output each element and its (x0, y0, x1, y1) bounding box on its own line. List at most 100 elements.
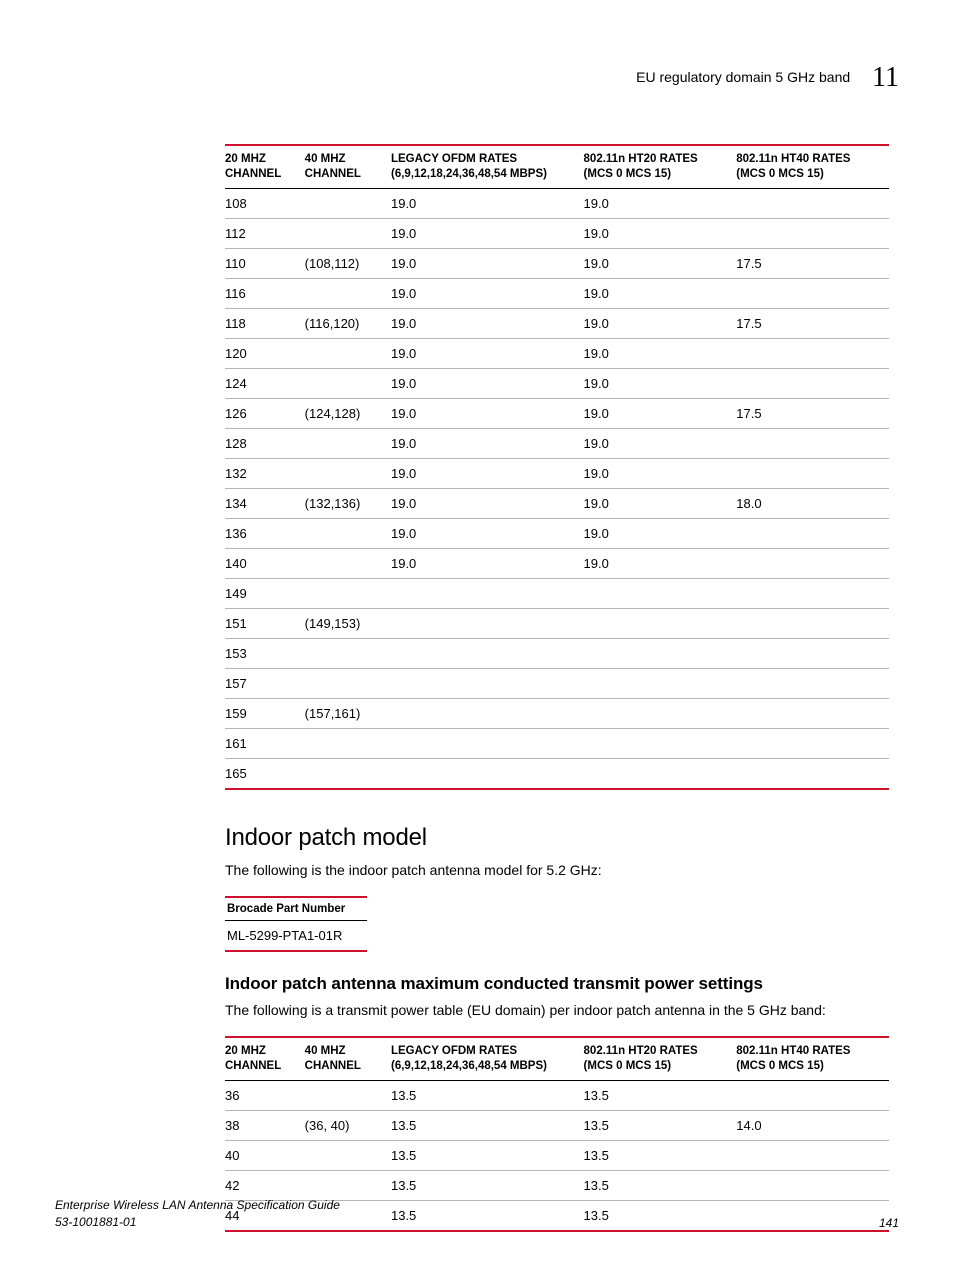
table-cell (736, 218, 889, 248)
table-row: 3613.513.5 (225, 1080, 889, 1110)
table-cell: 19.0 (584, 248, 737, 278)
table-cell: 19.0 (584, 188, 737, 218)
table-cell (305, 1140, 391, 1170)
table-cell (391, 758, 584, 789)
table-cell (584, 758, 737, 789)
subsection-intro: The following is a transmit power table … (225, 1002, 889, 1018)
table-cell: 19.0 (391, 368, 584, 398)
table-cell (305, 338, 391, 368)
table-cell: 128 (225, 428, 305, 458)
running-header: EU regulatory domain 5 GHz band 11 (55, 62, 899, 94)
page-footer: Enterprise Wireless LAN Antenna Specific… (55, 1197, 899, 1229)
table-cell: 149 (225, 578, 305, 608)
table-cell: 19.0 (391, 278, 584, 308)
subsection-title: Indoor patch antenna maximum conducted t… (225, 974, 889, 994)
table-cell: 159 (225, 698, 305, 728)
table-cell: 153 (225, 638, 305, 668)
part-number-table: Brocade Part Number ML-5299-PTA1-01R (225, 896, 367, 952)
table-cell: (157,161) (305, 698, 391, 728)
table-cell: 112 (225, 218, 305, 248)
table-cell (736, 338, 889, 368)
table-cell: (36, 40) (305, 1110, 391, 1140)
table-cell: 42 (225, 1170, 305, 1200)
table-cell (736, 548, 889, 578)
table-cell: 19.0 (584, 458, 737, 488)
table-row: 161 (225, 728, 889, 758)
table-cell: 19.0 (391, 488, 584, 518)
table-cell (305, 668, 391, 698)
table-cell (736, 668, 889, 698)
table-row: 10819.019.0 (225, 188, 889, 218)
column-header: 40 MHZCHANNEL (305, 1037, 391, 1080)
table-cell (391, 578, 584, 608)
table-cell (305, 218, 391, 248)
table-cell: 36 (225, 1080, 305, 1110)
table-cell (736, 188, 889, 218)
column-header: 802.11n HT40 RATES(MCS 0 MCS 15) (736, 1037, 889, 1080)
table-cell: 17.5 (736, 248, 889, 278)
table-cell (584, 608, 737, 638)
column-header: 802.11n HT20 RATES(MCS 0 MCS 15) (584, 1037, 737, 1080)
footer-line1: Enterprise Wireless LAN Antenna Specific… (55, 1198, 340, 1212)
table-cell: 136 (225, 518, 305, 548)
table-row: 14019.019.0 (225, 548, 889, 578)
table-cell: 110 (225, 248, 305, 278)
table-cell: 19.0 (391, 548, 584, 578)
table-row: 4013.513.5 (225, 1140, 889, 1170)
table-cell: 19.0 (391, 338, 584, 368)
table-cell: (124,128) (305, 398, 391, 428)
table-cell (391, 698, 584, 728)
table-cell (584, 578, 737, 608)
table-cell (736, 758, 889, 789)
table-cell: 19.0 (584, 368, 737, 398)
table-cell: 19.0 (584, 398, 737, 428)
table-cell (305, 428, 391, 458)
table-cell: 19.0 (584, 548, 737, 578)
table-cell (305, 758, 391, 789)
table-cell: 19.0 (584, 428, 737, 458)
table-row: 151(149,153) (225, 608, 889, 638)
footer-line2: 53-1001881-01 (55, 1215, 136, 1229)
section-title: Indoor patch model (225, 824, 889, 852)
table-cell: 165 (225, 758, 305, 789)
table-cell (736, 608, 889, 638)
table1-body: 10819.019.011219.019.0110(108,112)19.019… (225, 188, 889, 789)
table-cell (584, 668, 737, 698)
table-row: 159(157,161) (225, 698, 889, 728)
table-cell: 13.5 (391, 1170, 584, 1200)
table-cell: 38 (225, 1110, 305, 1140)
table-cell: 40 (225, 1140, 305, 1170)
table-cell (305, 548, 391, 578)
table-cell: 19.0 (391, 308, 584, 338)
table-cell: 126 (225, 398, 305, 428)
table-cell: 157 (225, 668, 305, 698)
table-cell: 19.0 (391, 248, 584, 278)
page-number: 141 (879, 1216, 899, 1230)
table-cell: 124 (225, 368, 305, 398)
table-cell (305, 368, 391, 398)
table-cell: 19.0 (391, 218, 584, 248)
section-intro: The following is the indoor patch antenn… (225, 862, 889, 878)
table-row: 157 (225, 668, 889, 698)
table-cell: (116,120) (305, 308, 391, 338)
table-cell (305, 1170, 391, 1200)
table-cell (736, 698, 889, 728)
table-cell (305, 518, 391, 548)
table-cell: 134 (225, 488, 305, 518)
table-row: 149 (225, 578, 889, 608)
part-header: Brocade Part Number (225, 897, 367, 921)
table-row: 126(124,128)19.019.017.5 (225, 398, 889, 428)
table-cell: 108 (225, 188, 305, 218)
table-cell: 13.5 (584, 1170, 737, 1200)
column-header: LEGACY OFDM RATES(6,9,12,18,24,36,48,54 … (391, 145, 584, 188)
table-cell: 18.0 (736, 488, 889, 518)
table-cell: 19.0 (391, 518, 584, 548)
table-cell (391, 638, 584, 668)
power-table-1: 20 MHZCHANNEL40 MHZCHANNELLEGACY OFDM RA… (225, 144, 889, 790)
table-cell: 116 (225, 278, 305, 308)
table-cell: 19.0 (391, 458, 584, 488)
table-row: 12019.019.0 (225, 338, 889, 368)
table-cell: 13.5 (391, 1140, 584, 1170)
table-cell: 13.5 (584, 1080, 737, 1110)
table2-head: 20 MHZCHANNEL40 MHZCHANNELLEGACY OFDM RA… (225, 1037, 889, 1080)
